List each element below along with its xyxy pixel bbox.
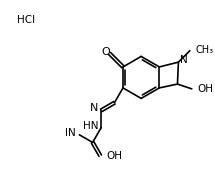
Text: HN: HN <box>83 121 98 131</box>
Text: OH: OH <box>198 84 213 94</box>
Text: CH₃: CH₃ <box>196 45 214 55</box>
Text: OH: OH <box>106 151 122 161</box>
Text: O: O <box>101 47 110 57</box>
Text: IN: IN <box>65 128 76 138</box>
Text: N: N <box>180 55 188 65</box>
Text: N: N <box>90 104 98 114</box>
Text: HCl: HCl <box>17 15 35 25</box>
